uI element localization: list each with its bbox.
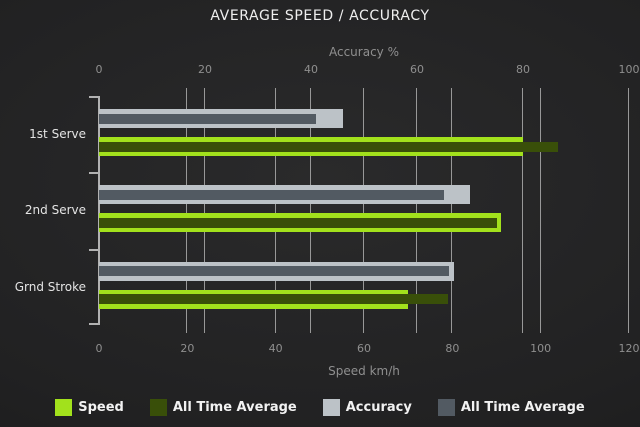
bottom-tick-100: 100	[530, 342, 552, 355]
bottom-tick-0: 0	[95, 342, 103, 355]
bottom-tick-40: 40	[268, 342, 283, 355]
y-axis-line	[98, 96, 100, 325]
legend-swatch-accuracy-2	[322, 398, 340, 416]
top-tick-0: 0	[95, 63, 103, 76]
gridline-bottom-120	[628, 88, 629, 333]
legend-label-all-time-average-1: All Time Average	[172, 399, 297, 415]
category-label-1st-serve: 1st Serve	[29, 127, 86, 141]
bar-all-time-average-overlay-grnd-stroke	[99, 294, 448, 305]
top-tick-100: 100	[618, 63, 640, 76]
bottom-tick-20: 20	[180, 342, 195, 355]
bar-row-speed-grnd-stroke	[99, 289, 629, 309]
bottom-axis-label: Speed km/h	[328, 364, 400, 378]
legend-label-accuracy-2: Accuracy	[345, 399, 412, 415]
y-axis-tick	[89, 172, 98, 175]
bar-all-time-average-overlay-1st-serve	[99, 141, 559, 152]
legend-label-speed-0: Speed	[78, 399, 124, 415]
top-tick-60: 60	[410, 63, 424, 76]
bar-row-speed-2nd-serve	[99, 213, 629, 233]
bottom-tick-60: 60	[357, 342, 371, 355]
bar-all-time-average-overlay-2nd-serve	[99, 217, 497, 228]
y-axis-tick	[89, 323, 98, 325]
top-tick-40: 40	[304, 63, 318, 76]
legend-swatch-all-time-average-1	[149, 398, 167, 416]
gridline-bottom-20	[186, 88, 187, 333]
gridline-top-40	[310, 88, 311, 333]
bar-row-speed-1st-serve	[99, 137, 629, 156]
legend-label-all-time-average-3: All Time Average	[460, 399, 585, 415]
category-label-grnd-stroke: Grnd Stroke	[14, 279, 86, 294]
top-axis-tick-labels: 0 20 40 60 80 100	[95, 63, 640, 77]
gridline-bottom-60	[363, 88, 364, 333]
top-tick-20: 20	[198, 63, 212, 76]
bottom-tick-80: 80	[445, 342, 460, 355]
gridline-bottom-100	[540, 88, 541, 333]
legend-swatch-speed-0	[55, 398, 73, 416]
plot-area	[89, 88, 629, 333]
gridline-top-80	[522, 88, 523, 333]
y-axis-tick	[89, 248, 98, 251]
bar-row-accuracy-1st-serve	[99, 109, 629, 128]
legend-item-all-time-average-3: All Time Average	[437, 398, 585, 416]
legend-item-speed-0: Speed	[55, 398, 124, 416]
chart-title: AVERAGE SPEED / ACCURACY	[210, 8, 430, 24]
gridline-bottom-40	[275, 88, 276, 333]
bottom-axis-tick-labels: 0 20 40 60 80 100 120	[95, 342, 640, 356]
bar-all-time-average-overlay-2nd-serve	[99, 189, 444, 200]
bar-row-accuracy-grnd-stroke	[99, 261, 629, 281]
top-axis-label: Accuracy %	[328, 45, 399, 59]
category-label-2nd-serve: 2nd Serve	[24, 203, 86, 218]
gridline-bottom-80	[451, 88, 452, 333]
gridline-top-20	[204, 88, 205, 333]
bar-row-accuracy-2nd-serve	[99, 185, 629, 205]
legend-item-accuracy-2: Accuracy	[322, 398, 412, 416]
bar-all-time-average-overlay-1st-serve	[99, 113, 317, 124]
legend-item-all-time-average-1: All Time Average	[149, 398, 297, 416]
y-axis-tick	[89, 96, 98, 98]
bar-all-time-average-overlay-grnd-stroke	[99, 266, 449, 277]
gridline-top-60	[416, 88, 417, 333]
legend: Speed All Time Average Accuracy All Time Av…	[0, 396, 640, 418]
legend-swatch-all-time-average-3	[437, 398, 455, 416]
top-tick-80: 80	[516, 63, 530, 76]
bottom-tick-120: 120	[618, 342, 640, 355]
